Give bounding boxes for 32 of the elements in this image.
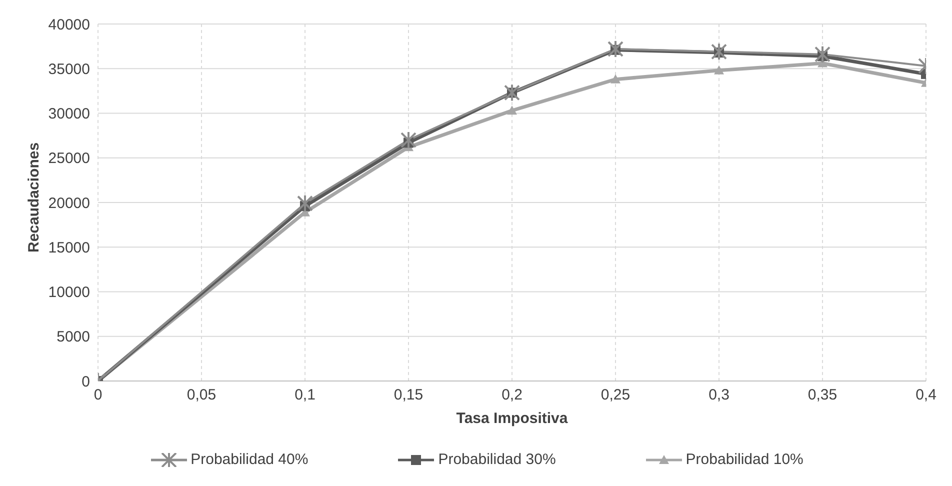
y-tick-label: 40000 (48, 16, 90, 34)
point (400, 131, 416, 150)
point (711, 42, 727, 61)
legend-label: Probabilidad 30% (438, 451, 556, 468)
point (814, 45, 830, 64)
x-tick-label: 0 (94, 386, 102, 404)
y-tick-label: 20000 (48, 194, 90, 212)
y-axis-title: Recaudaciones (25, 142, 42, 252)
y-tick-label: 15000 (48, 239, 90, 256)
x-tick-label: 0,4 (916, 386, 936, 404)
x-tick-label: 0,3 (708, 386, 730, 404)
y-tick-label: 30000 (48, 106, 90, 123)
point (504, 84, 520, 102)
x-tick-label: 0,05 (186, 386, 216, 404)
point (608, 40, 624, 58)
legend-label: Probabilidad 10% (686, 451, 804, 468)
x-tick-label: 0,2 (502, 386, 522, 404)
x-axis-title: Tasa Impositiva (456, 410, 568, 427)
point (714, 65, 724, 74)
y-tick-label: 5000 (56, 328, 90, 346)
x-tick-label: 0,1 (294, 386, 316, 404)
point (507, 106, 517, 115)
legend-label: Probabilidad 40% (190, 451, 308, 468)
y-tick-label: 0 (82, 373, 90, 390)
point (297, 194, 313, 212)
y-tick-label: 35000 (48, 60, 90, 78)
x-tick-label: 0,15 (394, 386, 424, 404)
y-tick-label: 10000 (48, 284, 90, 302)
x-tick-label: 0,35 (808, 386, 838, 404)
x-tick-label: 0,25 (600, 386, 630, 404)
point (610, 74, 620, 84)
y-tick-label: 25000 (48, 150, 90, 168)
